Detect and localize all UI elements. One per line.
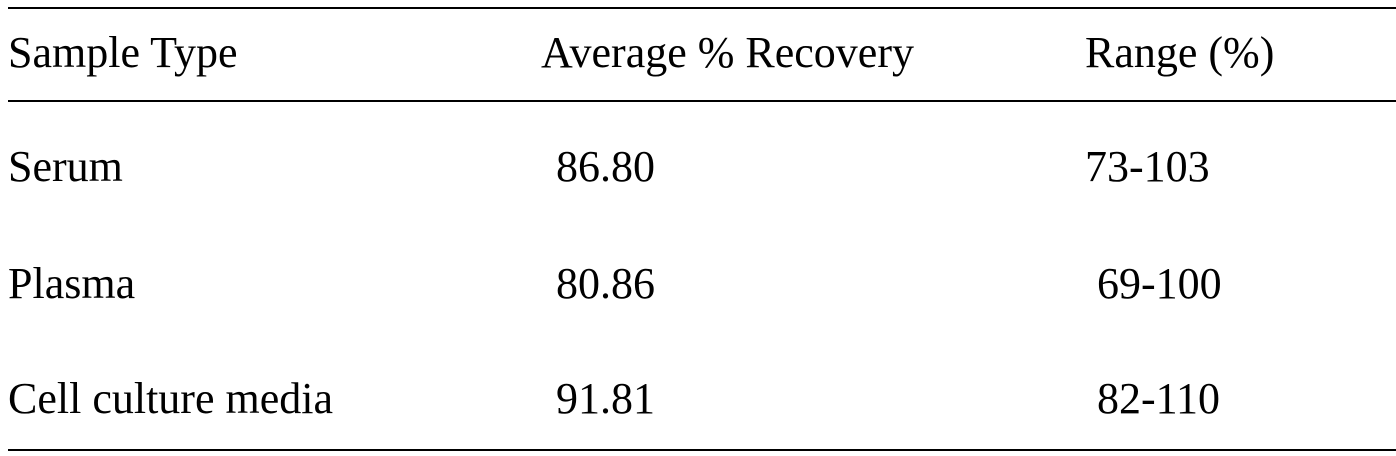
top-rule — [8, 7, 1396, 9]
row-label: Serum — [8, 142, 123, 191]
table-cell: 80.86 — [556, 259, 655, 308]
bottom-rule — [8, 449, 1396, 451]
header-cell: Sample Type — [8, 28, 238, 77]
header-rule — [8, 100, 1396, 102]
table-cell: 82-110 — [1097, 374, 1221, 423]
header-cell: Range (%) — [1085, 28, 1275, 77]
table-cell: 91.81 — [556, 374, 655, 423]
row-label: Plasma — [8, 259, 136, 308]
table-cell: 69-100 — [1097, 259, 1222, 308]
row-label: Cell culture media — [8, 374, 333, 423]
table-cell: 73-103 — [1085, 142, 1210, 191]
table-cell: 86.80 — [556, 142, 655, 191]
header-cell: Average % Recovery — [541, 28, 914, 77]
